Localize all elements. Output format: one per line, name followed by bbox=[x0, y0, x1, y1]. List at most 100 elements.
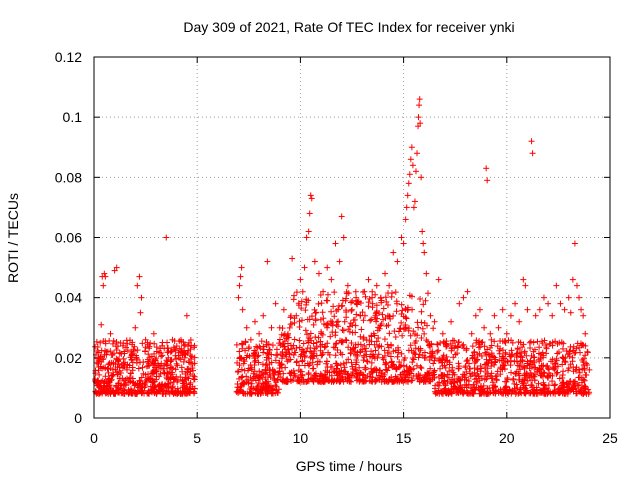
data-point bbox=[416, 375, 423, 382]
data-point bbox=[94, 344, 101, 351]
data-point bbox=[108, 386, 115, 393]
data-point bbox=[318, 300, 325, 307]
data-point bbox=[276, 359, 283, 366]
data-point bbox=[384, 341, 391, 348]
data-point bbox=[161, 369, 168, 376]
data-point bbox=[263, 383, 270, 390]
x-axis-label: GPS time / hours bbox=[296, 458, 403, 474]
data-point bbox=[278, 355, 285, 362]
data-point bbox=[183, 381, 190, 388]
data-point bbox=[180, 342, 187, 349]
data-point bbox=[274, 389, 281, 396]
data-point bbox=[400, 362, 407, 369]
data-point bbox=[102, 373, 109, 380]
data-point bbox=[567, 361, 574, 368]
data-point bbox=[456, 386, 463, 393]
data-point bbox=[527, 369, 534, 376]
data-point bbox=[126, 374, 133, 381]
data-point bbox=[186, 381, 193, 388]
data-point bbox=[424, 290, 431, 297]
data-point bbox=[559, 354, 566, 361]
data-point bbox=[396, 359, 403, 366]
data-point bbox=[236, 355, 243, 362]
data-point bbox=[111, 267, 118, 274]
data-point bbox=[442, 389, 449, 396]
data-point bbox=[114, 384, 121, 391]
data-point bbox=[468, 330, 475, 337]
data-point bbox=[553, 370, 560, 377]
data-point bbox=[450, 369, 457, 376]
data-point bbox=[434, 341, 441, 348]
data-point bbox=[293, 289, 300, 296]
data-point bbox=[287, 342, 294, 349]
data-point bbox=[169, 383, 176, 390]
data-point bbox=[268, 351, 275, 358]
data-point bbox=[254, 344, 261, 351]
data-point bbox=[394, 376, 401, 383]
data-point bbox=[174, 377, 181, 384]
data-point bbox=[360, 357, 367, 364]
data-point bbox=[365, 276, 372, 283]
data-point bbox=[473, 337, 480, 344]
data-point bbox=[337, 377, 344, 384]
data-point bbox=[415, 324, 422, 331]
data-point bbox=[284, 378, 291, 385]
data-point bbox=[430, 325, 437, 332]
y-tick-label: 0.1 bbox=[63, 109, 83, 125]
data-point bbox=[93, 338, 100, 345]
data-point bbox=[372, 347, 379, 354]
data-point bbox=[95, 355, 102, 362]
data-point bbox=[321, 377, 328, 384]
data-point bbox=[117, 339, 124, 346]
data-point bbox=[110, 350, 117, 357]
data-point bbox=[338, 213, 345, 220]
data-point bbox=[308, 195, 315, 202]
data-point bbox=[419, 228, 426, 235]
data-point bbox=[400, 240, 407, 247]
data-point bbox=[442, 381, 449, 388]
data-point bbox=[431, 368, 438, 375]
data-point bbox=[540, 294, 547, 301]
data-point bbox=[582, 352, 589, 359]
data-point bbox=[277, 342, 284, 349]
data-point bbox=[257, 386, 264, 393]
data-point bbox=[469, 352, 476, 359]
data-point bbox=[462, 374, 469, 381]
data-point bbox=[140, 359, 147, 366]
data-point bbox=[512, 300, 519, 307]
data-point bbox=[537, 372, 544, 379]
data-point bbox=[398, 350, 405, 357]
data-point bbox=[439, 356, 446, 363]
data-point bbox=[402, 324, 409, 331]
data-point bbox=[527, 338, 534, 345]
data-point bbox=[348, 359, 355, 366]
data-point bbox=[463, 358, 470, 365]
data-point bbox=[287, 312, 294, 319]
data-point bbox=[435, 347, 442, 354]
data-point bbox=[467, 390, 474, 397]
data-point bbox=[340, 360, 347, 367]
data-point bbox=[412, 168, 419, 175]
data-point bbox=[151, 383, 158, 389]
data-point bbox=[165, 389, 172, 396]
data-point bbox=[172, 366, 179, 373]
data-point bbox=[573, 282, 580, 289]
data-point bbox=[107, 330, 114, 337]
data-point bbox=[424, 322, 431, 329]
data-point bbox=[295, 374, 302, 381]
data-point bbox=[260, 371, 267, 378]
data-point bbox=[554, 369, 561, 376]
chart-title: Day 309 of 2021, Rate Of TEC Index for r… bbox=[183, 19, 514, 35]
data-point bbox=[362, 348, 369, 355]
data-point bbox=[543, 350, 550, 357]
data-point bbox=[577, 387, 584, 394]
data-point bbox=[352, 322, 359, 329]
data-point bbox=[124, 361, 131, 368]
data-point bbox=[264, 365, 271, 372]
data-point bbox=[427, 343, 434, 350]
data-point bbox=[515, 390, 522, 397]
data-point bbox=[405, 347, 412, 354]
data-point bbox=[287, 321, 294, 328]
data-point bbox=[268, 324, 275, 331]
data-point bbox=[320, 288, 327, 295]
